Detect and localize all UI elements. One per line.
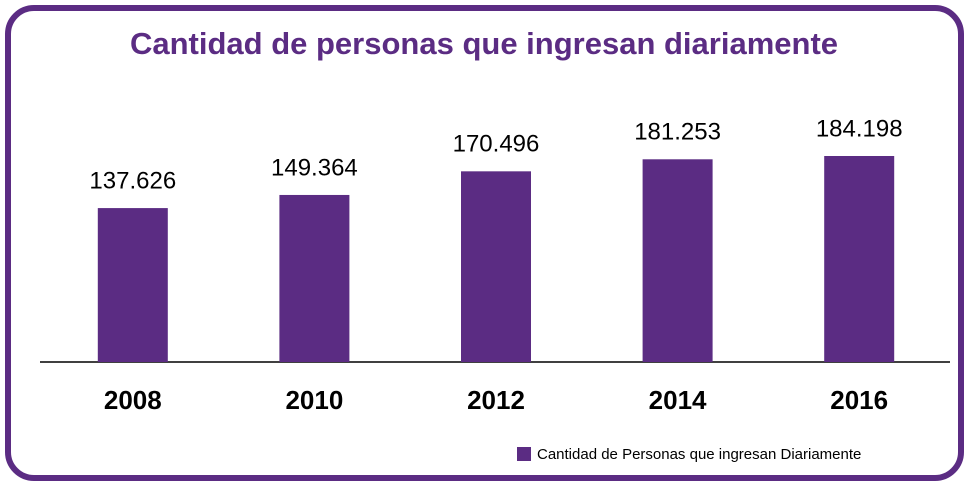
bar <box>642 159 713 362</box>
data-label: 170.496 <box>453 131 540 158</box>
x-tick-label: 2012 <box>467 385 525 415</box>
chart-title: Cantidad de personas que ingresan diaria… <box>130 26 838 61</box>
data-label: 137.626 <box>89 167 176 194</box>
x-tick-label: 2008 <box>104 385 162 415</box>
x-tick-label: 2014 <box>649 385 707 415</box>
bar <box>824 156 895 362</box>
data-label: 184.198 <box>816 115 903 142</box>
bar <box>279 194 350 362</box>
data-label: 181.253 <box>634 119 721 146</box>
legend-swatch <box>517 447 531 461</box>
x-tick-label: 2016 <box>830 385 888 415</box>
bar <box>97 208 168 362</box>
data-label: 149.364 <box>271 154 358 181</box>
bar <box>461 171 531 362</box>
legend-label: Cantidad de Personas que ingresan Diaria… <box>537 446 861 463</box>
x-tick-label: 2010 <box>285 385 343 415</box>
